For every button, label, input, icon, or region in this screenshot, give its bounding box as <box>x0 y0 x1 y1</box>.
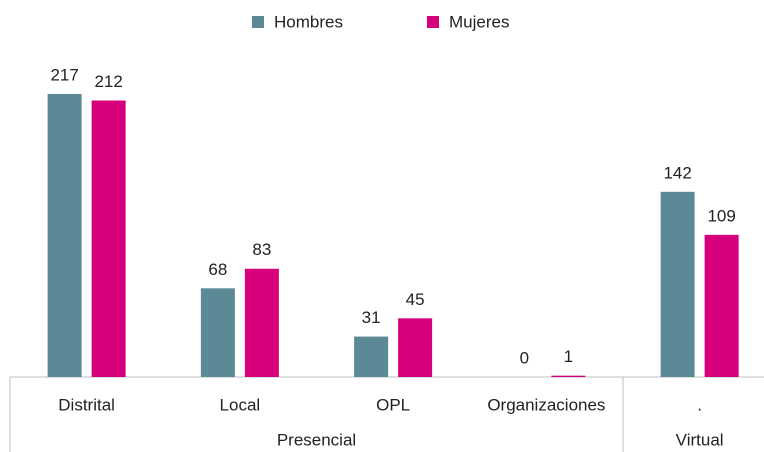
data-label: 142 <box>663 163 691 182</box>
bar <box>244 268 279 377</box>
x-tick-label: Organizaciones <box>487 395 605 414</box>
bar <box>551 375 586 377</box>
legend-label: Hombres <box>274 12 343 31</box>
legend-swatch <box>427 16 439 28</box>
bar <box>704 234 739 377</box>
data-label: 212 <box>94 72 122 91</box>
data-label: 0 <box>520 348 529 367</box>
data-label: 1 <box>564 347 573 366</box>
group-label: Virtual <box>676 430 724 449</box>
bar <box>660 191 695 377</box>
data-label: 217 <box>50 65 78 84</box>
group-label: Presencial <box>277 430 356 449</box>
bar <box>200 288 235 377</box>
bar <box>354 336 389 377</box>
legend-label: Mujeres <box>449 12 509 31</box>
data-label: 31 <box>362 308 381 327</box>
x-tick-label: Distrital <box>58 395 115 414</box>
bar <box>47 94 82 377</box>
legend-swatch <box>252 16 264 28</box>
x-tick-label: OPL <box>376 395 410 414</box>
bar <box>398 318 433 377</box>
data-label: 68 <box>208 260 227 279</box>
bar <box>91 100 126 377</box>
x-tick-label: Local <box>220 395 261 414</box>
data-label: 109 <box>707 206 735 225</box>
data-label: 83 <box>252 240 271 259</box>
data-label: 45 <box>406 290 425 309</box>
x-tick-label: . <box>697 395 702 414</box>
